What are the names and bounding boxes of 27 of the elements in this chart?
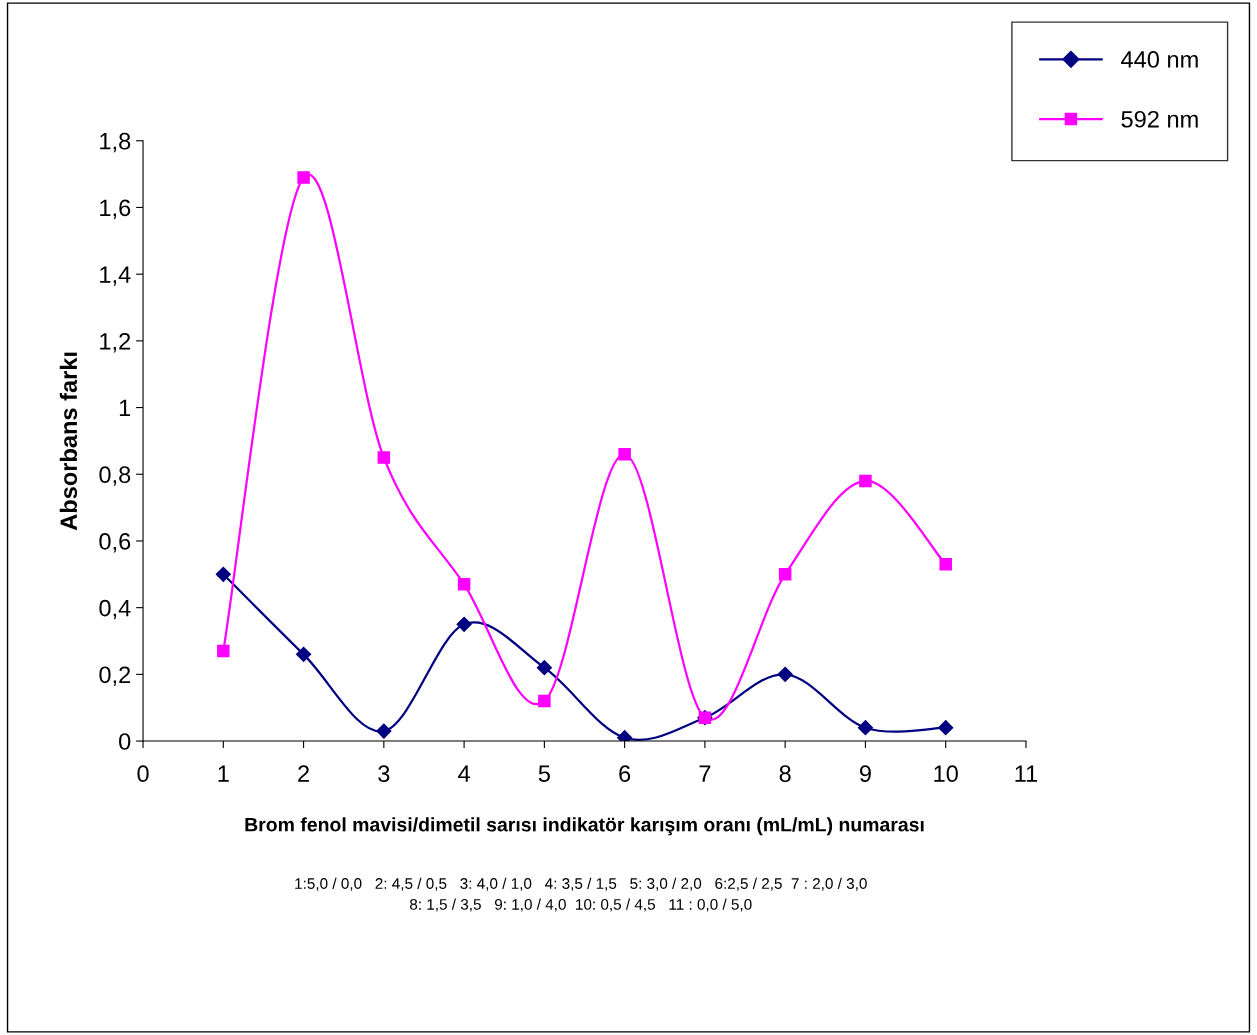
y-tick-label: 1,8 <box>100 132 131 153</box>
y-tick-label: 0,4 <box>99 599 131 620</box>
x-tick-label: 9 <box>859 765 871 783</box>
text: 1:5,0 / 0,0 2: 4,5 / 0,5 3: 4,0 / 1,0 4: 3,5 / 1,5 5: 3,0 / 2,0 6:2,5 / 2,5 7 : 2,0 / 3,0 8: 1,5 / 3,5 9: 1,0 / 4,0 10: 0,5 / 4,5 11 : 0,0 / 5,0 <box>295 877 867 912</box>
legend-label: 440 nm <box>1121 51 1198 68</box>
x-tick-label: 4 <box>458 765 470 782</box>
x-tick-label: 5 <box>538 765 550 783</box>
y-tick-label: 0,2 <box>99 666 131 686</box>
x-tick-label: 3 <box>378 765 390 783</box>
y-tick-label: 0,8 <box>99 466 131 486</box>
y-tick-label: 0 <box>119 733 131 750</box>
x-tick-label: 0 <box>137 765 149 783</box>
x-axis-title: Brom fenol mavisi/dimetil sarısı indikatör karışım oranı (mL/mL) numarası <box>245 817 924 836</box>
y-tick-label: 1 <box>119 399 131 417</box>
x-tick-label: 8 <box>779 765 791 783</box>
x-tick-label: 7 <box>699 765 711 782</box>
y-tick-label: 1,2 <box>100 332 131 353</box>
x-tick-label: 6 <box>619 765 631 783</box>
y-tick-label: 1,6 <box>100 199 131 220</box>
y-tick-label: 0,6 <box>99 533 131 553</box>
x-tick-label: 1 <box>218 765 229 782</box>
x-tick-label: 11 <box>1015 765 1038 782</box>
y-axis-title: Absorbans farkı <box>59 352 78 531</box>
x-tick-label: 10 <box>934 765 958 783</box>
x-tick-label: 2 <box>298 765 309 782</box>
y-tick-label: 1,4 <box>100 266 131 286</box>
legend-label: 592 nm <box>1121 110 1198 128</box>
